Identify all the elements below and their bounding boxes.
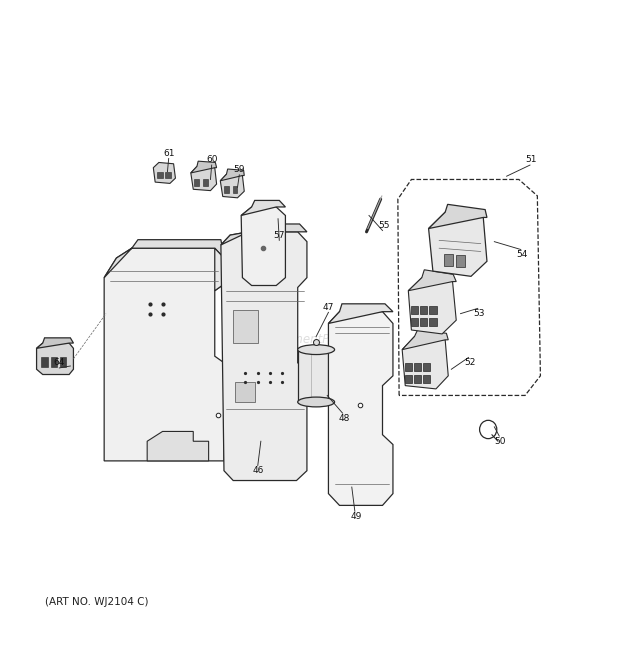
Bar [429, 306, 436, 314]
Ellipse shape [298, 397, 335, 407]
Bar [411, 318, 418, 326]
Polygon shape [241, 207, 285, 286]
Polygon shape [220, 174, 244, 198]
Bar [420, 306, 427, 314]
Bar [42, 358, 48, 367]
Polygon shape [235, 382, 255, 402]
Text: 55: 55 [378, 221, 389, 230]
Text: (ART NO. WJ2104 C): (ART NO. WJ2104 C) [45, 597, 148, 607]
Polygon shape [153, 162, 175, 183]
Polygon shape [329, 312, 393, 506]
Bar [60, 358, 66, 367]
Text: 57: 57 [273, 230, 285, 240]
Polygon shape [241, 201, 285, 215]
Polygon shape [104, 248, 224, 461]
Text: 59: 59 [234, 165, 245, 174]
Polygon shape [402, 330, 448, 350]
Polygon shape [298, 350, 335, 402]
Bar [165, 172, 171, 178]
Polygon shape [191, 166, 216, 191]
Polygon shape [221, 232, 307, 480]
Polygon shape [37, 343, 73, 374]
Text: 51: 51 [526, 155, 537, 164]
Text: 64: 64 [53, 358, 65, 367]
Text: 54: 54 [516, 250, 528, 259]
Bar [420, 318, 427, 326]
Bar [157, 172, 162, 178]
Polygon shape [221, 224, 307, 245]
Bar [405, 375, 412, 383]
Bar [429, 318, 436, 326]
Text: 50: 50 [495, 437, 506, 446]
Text: 53: 53 [473, 309, 485, 318]
Bar [51, 358, 57, 367]
Polygon shape [402, 337, 448, 389]
Polygon shape [220, 169, 244, 181]
Polygon shape [428, 205, 487, 228]
Text: 47: 47 [323, 302, 334, 312]
Bar [232, 186, 237, 193]
Bar [423, 375, 430, 383]
Text: 46: 46 [252, 466, 264, 475]
Bar [444, 254, 453, 266]
Bar [414, 375, 421, 383]
Polygon shape [104, 240, 224, 278]
Bar [224, 186, 229, 193]
Bar [405, 364, 412, 371]
Bar [423, 364, 430, 371]
Polygon shape [215, 248, 224, 291]
Text: 52: 52 [464, 358, 476, 367]
Polygon shape [191, 161, 216, 173]
Bar [411, 306, 418, 314]
Text: 61: 61 [163, 148, 174, 158]
Bar [456, 255, 466, 267]
Ellipse shape [298, 345, 335, 354]
Bar [203, 180, 208, 186]
Polygon shape [409, 270, 456, 291]
Bar [414, 364, 421, 371]
Text: 48: 48 [338, 414, 350, 423]
Bar [195, 180, 200, 186]
Text: 60: 60 [206, 155, 218, 164]
Polygon shape [329, 304, 393, 323]
Text: 49: 49 [350, 512, 362, 521]
Polygon shape [147, 432, 208, 461]
Polygon shape [428, 213, 487, 277]
Polygon shape [233, 310, 258, 343]
Polygon shape [37, 338, 73, 348]
Text: eReplacementParts.com: eReplacementParts.com [238, 333, 382, 346]
Polygon shape [409, 278, 456, 334]
